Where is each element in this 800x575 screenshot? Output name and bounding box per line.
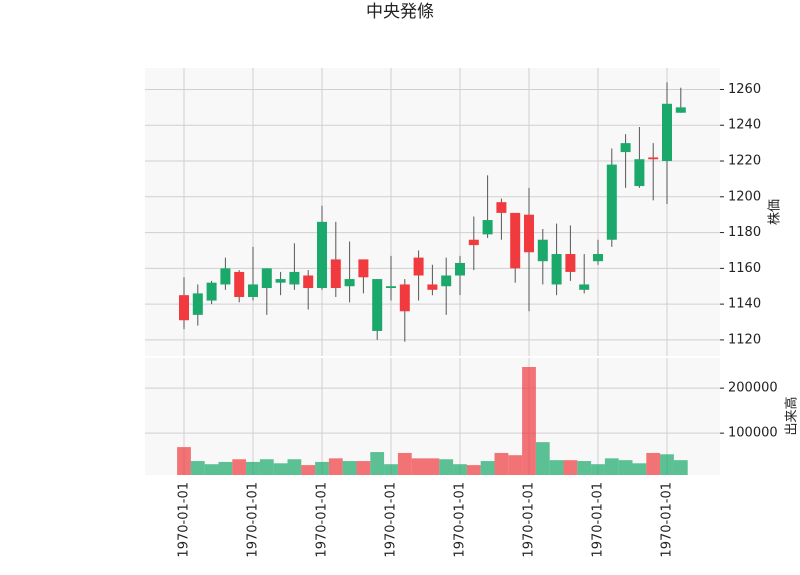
candle-body xyxy=(330,259,341,289)
volume-bar xyxy=(466,465,481,475)
volume-bar xyxy=(246,461,260,475)
y-tick-label: 1140 xyxy=(728,297,761,312)
volume-bar xyxy=(287,459,302,475)
volume-bar xyxy=(328,458,343,475)
volume-bar xyxy=(425,458,440,475)
volume-bar xyxy=(480,461,495,475)
volume-bar xyxy=(522,367,536,475)
chart-title: 中央発條 xyxy=(366,2,434,22)
candle-body xyxy=(510,212,521,269)
volume-bar xyxy=(356,461,371,475)
y-tick-label: 1120 xyxy=(728,332,761,347)
volume-bar xyxy=(508,455,523,475)
candle-body xyxy=(261,268,272,289)
volume-bar xyxy=(660,454,674,475)
candle-body xyxy=(634,159,645,187)
x-tick-label: 1970-01-01 xyxy=(177,482,192,558)
candle-body xyxy=(579,284,590,290)
volume-bar xyxy=(646,452,661,475)
candle-body xyxy=(386,286,396,289)
candle-body xyxy=(496,202,507,213)
volume-bar xyxy=(397,452,412,475)
x-tick-label: 1970-01-01 xyxy=(522,482,537,558)
y-tick-label: 1220 xyxy=(728,154,761,169)
candle-body xyxy=(482,220,493,235)
candle-body xyxy=(220,268,231,285)
candle-body xyxy=(234,271,245,297)
candle-body xyxy=(648,157,659,160)
candle-body xyxy=(179,295,189,321)
candle-body xyxy=(427,284,438,290)
volume-bar xyxy=(301,465,316,475)
candle-body xyxy=(344,279,355,287)
candle-body xyxy=(551,254,562,285)
volume-bar xyxy=(218,461,233,475)
x-tick-label: 1970-01-01 xyxy=(246,482,261,558)
candle-body xyxy=(358,259,369,278)
candle-body xyxy=(303,275,314,289)
price-panel xyxy=(145,68,720,356)
volume-bar xyxy=(535,442,550,475)
y-tick-label: 1180 xyxy=(728,225,761,240)
volume-bar xyxy=(273,463,288,475)
candle-body xyxy=(455,262,465,276)
volume-bar xyxy=(439,459,454,475)
volume-bar xyxy=(259,459,274,475)
x-tick-label: 1970-01-01 xyxy=(591,482,606,558)
candle-body xyxy=(662,103,672,162)
candle-body xyxy=(524,214,534,253)
y-axis-label: 株価 xyxy=(768,199,783,225)
candle-body xyxy=(413,257,424,276)
y-tick-label: 1240 xyxy=(728,118,761,133)
y-tick-label: 100000 xyxy=(728,426,778,441)
volume-bar xyxy=(494,452,509,475)
candle-body xyxy=(289,271,300,285)
candle-body xyxy=(206,282,217,301)
volume-bar xyxy=(577,461,592,475)
volume-panel xyxy=(145,358,720,475)
volume-bar xyxy=(384,464,398,475)
x-tick-label: 1970-01-01 xyxy=(384,482,399,558)
volume-bar xyxy=(604,458,619,475)
volume-bar xyxy=(204,464,219,475)
y-tick-label: 1260 xyxy=(728,82,761,97)
candle-body xyxy=(620,143,631,153)
y-tick-label: 1200 xyxy=(728,189,761,204)
volume-bar xyxy=(370,452,385,475)
y-tick-label: 200000 xyxy=(728,381,778,396)
candle-body xyxy=(317,221,327,289)
candle-body xyxy=(275,279,286,283)
candle-body xyxy=(606,164,617,240)
candle-body xyxy=(192,293,203,315)
x-tick-label: 1970-01-01 xyxy=(315,482,330,558)
volume-bar xyxy=(618,460,633,475)
y-tick-label: 1160 xyxy=(728,261,761,276)
x-tick-label: 1970-01-01 xyxy=(453,482,468,558)
volume-bar xyxy=(232,459,247,475)
volume-bar xyxy=(453,464,467,475)
candle-body xyxy=(468,239,479,246)
volume-bar xyxy=(190,461,205,475)
candle-body xyxy=(565,254,576,272)
candle-body xyxy=(372,279,383,331)
volume-bar xyxy=(177,447,191,475)
volume-bar xyxy=(411,458,426,475)
volume-bar xyxy=(549,460,564,475)
volume-axis-label: 出来高 xyxy=(784,396,800,435)
volume-bar xyxy=(563,460,578,475)
volume-bar xyxy=(591,464,605,475)
volume-bar xyxy=(632,463,647,475)
candle-body xyxy=(248,284,258,297)
candle-body xyxy=(441,275,452,287)
candle-body xyxy=(399,284,410,312)
volume-bar xyxy=(673,460,688,475)
candle-body xyxy=(593,254,603,262)
candle-body xyxy=(675,107,686,113)
volume-bar xyxy=(342,461,357,475)
volume-bar xyxy=(315,461,329,475)
candle-body xyxy=(537,239,548,262)
x-tick-label: 1970-01-01 xyxy=(660,482,675,558)
